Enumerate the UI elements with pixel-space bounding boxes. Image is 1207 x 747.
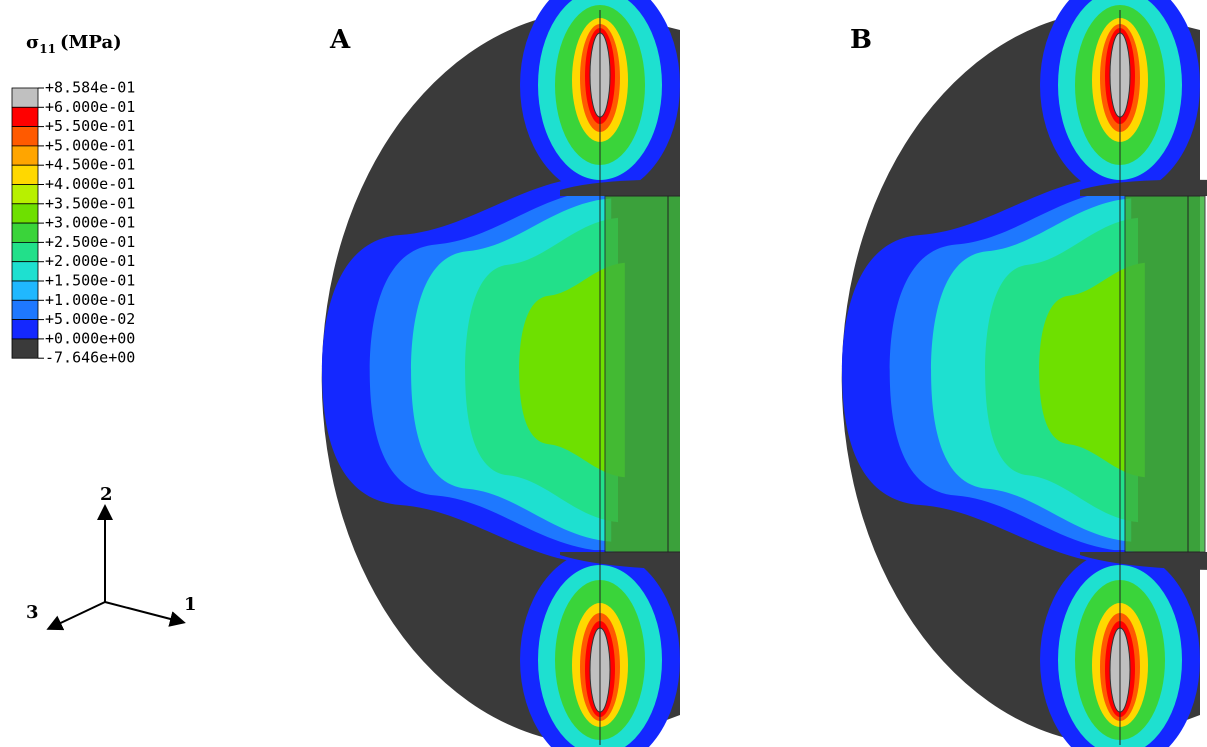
contour-plot-b [841,0,1207,747]
legend-swatch [11,203,39,224]
legend-title: σ11 (MPa) [26,32,122,56]
axis-label: 1 [184,594,197,615]
legend-swatch [11,87,39,108]
legend-swatch [11,280,39,301]
legend-label: +5.000e-02 [45,310,135,328]
legend-label: +0.000e+00 [45,329,135,347]
legend-subscript: 11 [39,42,56,56]
contour-plot-a [321,0,680,747]
axis-label: 2 [100,484,113,505]
legend-swatch [11,222,39,243]
legend-label: +1.500e-01 [45,272,135,290]
legend-label: +3.500e-01 [45,194,135,212]
legend-label: +4.000e-01 [45,175,135,193]
legend-label: +3.000e-01 [45,214,135,232]
legend-label: +2.000e-01 [45,252,135,270]
legend-label: +5.000e-01 [45,136,135,154]
legend-label: -7.646e+00 [45,349,135,367]
legend-swatch [11,319,39,340]
panel-label: B [850,25,872,55]
legend-swatch [11,126,39,147]
axis-label: 3 [26,602,39,623]
legend-unit: (MPa) [60,32,122,53]
legend-symbol: σ [26,32,39,53]
panel-label: A [329,25,351,55]
legend-label: +4.500e-01 [45,156,135,174]
legend-label: +5.500e-01 [45,117,135,135]
legend-swatch [11,299,39,320]
legend-label: +2.500e-01 [45,233,135,251]
legend: +8.584e-01+6.000e-01+5.500e-01+5.000e-01… [11,79,135,367]
legend-swatch [11,261,39,282]
legend-swatch [11,338,39,359]
legend-swatch [11,106,39,128]
legend-label: +8.584e-01 [45,79,135,97]
legend-label: +1.000e-01 [45,291,135,309]
legend-label: +6.000e-01 [45,98,135,116]
legend-swatch [11,164,39,185]
legend-swatch [11,241,39,263]
axis-triad: 2 1 3 [26,484,197,631]
legend-swatch [11,184,39,205]
legend-swatch [11,145,39,166]
